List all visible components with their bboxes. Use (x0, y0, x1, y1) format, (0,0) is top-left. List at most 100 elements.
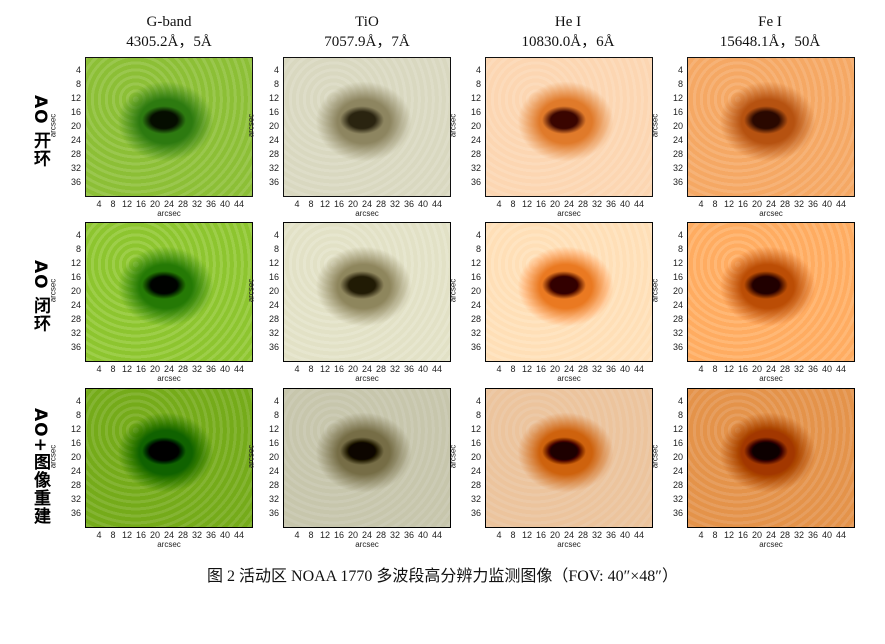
y-tick-label: 20 (470, 452, 481, 462)
x-tick-label: 32 (591, 530, 602, 540)
column-title: He I (554, 14, 582, 30)
y-axis-label: arcsec (448, 113, 458, 138)
x-tick-label: 20 (347, 364, 358, 374)
y-axis-label: arcsec (48, 278, 58, 303)
y-tick-label: 12 (672, 258, 683, 268)
y-tick-label: 16 (268, 438, 279, 448)
solar-image-panel (85, 57, 253, 197)
y-tick-label: 20 (470, 121, 481, 131)
solar-image-panel (485, 222, 653, 362)
y-axis-label: arcsec (246, 113, 256, 138)
y-tick-label: 28 (268, 149, 279, 159)
x-tick-label: 44 (431, 364, 442, 374)
y-tick-label: 4 (475, 65, 481, 75)
y-tick-label: 28 (672, 149, 683, 159)
y-tick-label: 32 (70, 328, 81, 338)
x-tick-label: 44 (835, 364, 846, 374)
x-tick-label: 28 (177, 364, 188, 374)
y-tick-label: 8 (273, 410, 279, 420)
x-tick-label: 44 (233, 364, 244, 374)
y-tick-label: 12 (672, 93, 683, 103)
y-tick-label: 20 (672, 121, 683, 131)
y-tick-label: 20 (470, 286, 481, 296)
solar-image-panel (85, 388, 253, 528)
x-axis-label: arcsec (355, 209, 379, 218)
y-tick-label: 8 (75, 244, 81, 254)
y-tick-label: 8 (475, 79, 481, 89)
y-tick-label: 20 (268, 121, 279, 131)
x-tick-label: 36 (403, 530, 414, 540)
figure-caption: 图 2 活动区 NOAA 1770 多波段高分辨力监测图像（FOV: 40″×4… (207, 568, 678, 585)
row-label-ao-closed: AO 闭环 (30, 260, 50, 333)
x-tick-label: 8 (308, 199, 314, 209)
x-tick-label: 16 (737, 199, 748, 209)
x-tick-label: 44 (835, 530, 846, 540)
y-tick-label: 24 (70, 466, 81, 476)
y-tick-label: 16 (70, 107, 81, 117)
x-tick-label: 16 (333, 364, 344, 374)
x-axis-label: arcsec (157, 209, 181, 218)
y-tick-label: 28 (268, 480, 279, 490)
y-tick-label: 24 (470, 135, 481, 145)
x-tick-label: 8 (110, 530, 116, 540)
x-tick-label: 12 (121, 530, 132, 540)
x-axis-label: arcsec (557, 209, 581, 218)
y-tick-label: 28 (470, 314, 481, 324)
x-tick-label: 12 (121, 364, 132, 374)
x-tick-label: 20 (347, 199, 358, 209)
x-tick-label: 44 (633, 199, 644, 209)
x-tick-label: 44 (835, 199, 846, 209)
x-tick-label: 32 (191, 364, 202, 374)
y-tick-label: 28 (70, 480, 81, 490)
sunspot (86, 58, 252, 196)
x-tick-label: 8 (308, 364, 314, 374)
x-axis-label: arcsec (759, 209, 783, 218)
x-tick-label: 40 (821, 364, 832, 374)
x-tick-label: 8 (510, 364, 516, 374)
sunspot (688, 58, 854, 196)
row-label-ao-open: AO 开环 (30, 95, 50, 168)
x-tick-label: 12 (319, 364, 330, 374)
y-tick-label: 16 (70, 272, 81, 282)
x-tick-label: 28 (779, 530, 790, 540)
x-tick-label: 24 (563, 364, 574, 374)
y-tick-label: 20 (70, 452, 81, 462)
x-tick-label: 20 (751, 199, 762, 209)
y-tick-label: 32 (672, 163, 683, 173)
x-tick-label: 20 (347, 530, 358, 540)
solar-image-panel (283, 57, 451, 197)
x-tick-label: 20 (549, 199, 560, 209)
y-tick-label: 32 (672, 494, 683, 504)
y-tick-label: 16 (470, 272, 481, 282)
column-header-3: Fe I 15648.1Å，50Å (670, 12, 870, 52)
x-tick-label: 16 (737, 530, 748, 540)
y-tick-label: 24 (70, 300, 81, 310)
x-tick-label: 12 (121, 199, 132, 209)
x-tick-label: 4 (294, 530, 300, 540)
y-tick-label: 32 (268, 494, 279, 504)
x-tick-label: 36 (807, 530, 818, 540)
y-tick-label: 12 (470, 93, 481, 103)
y-tick-label: 36 (672, 177, 683, 187)
x-axis-label: arcsec (759, 374, 783, 383)
sunspot (86, 389, 252, 527)
y-tick-label: 24 (672, 135, 683, 145)
x-tick-label: 16 (135, 199, 146, 209)
x-tick-label: 36 (403, 199, 414, 209)
y-tick-label: 8 (273, 244, 279, 254)
x-tick-label: 20 (751, 530, 762, 540)
y-tick-label: 12 (268, 424, 279, 434)
x-tick-label: 44 (633, 364, 644, 374)
y-tick-label: 36 (268, 342, 279, 352)
x-tick-label: 12 (723, 530, 734, 540)
x-axis-label: arcsec (157, 540, 181, 549)
y-tick-label: 24 (470, 300, 481, 310)
y-tick-label: 24 (268, 466, 279, 476)
y-axis-label: arcsec (650, 113, 660, 138)
y-tick-label: 4 (677, 65, 683, 75)
x-tick-label: 20 (751, 364, 762, 374)
y-tick-label: 12 (672, 424, 683, 434)
y-tick-label: 36 (672, 342, 683, 352)
solar-image-panel (283, 222, 451, 362)
x-tick-label: 16 (535, 364, 546, 374)
